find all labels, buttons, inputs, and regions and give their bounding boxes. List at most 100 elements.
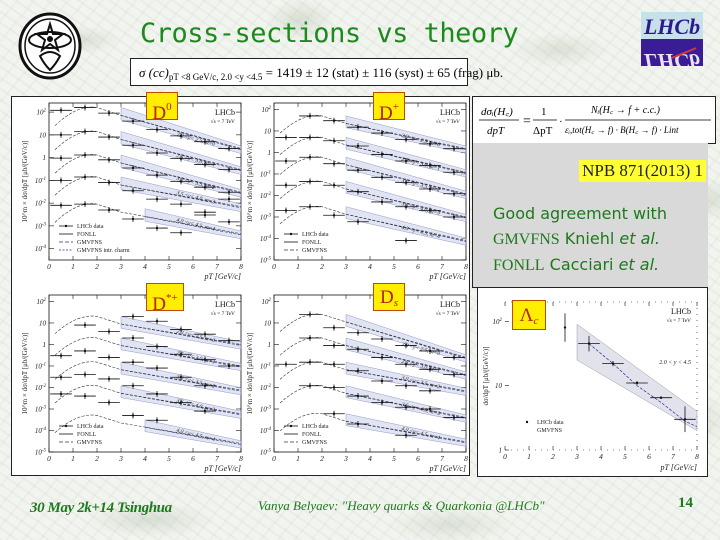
- svg-text:0: 0: [503, 452, 507, 461]
- lhcb-logo: LHCb LHCb: [641, 12, 703, 66]
- svg-text:6: 6: [191, 454, 195, 463]
- svg-text:10-2: 10-2: [35, 200, 47, 208]
- svg-text:1: 1: [71, 262, 75, 271]
- svg-text:10: 10: [39, 131, 47, 139]
- meson-plots-frame: 0 1 2 3 4 5 6 7 8 pT [GeV/c] 10-4 10-3 10-2 10-1 1 10 10…: [11, 92, 470, 476]
- svg-text:6: 6: [416, 454, 420, 463]
- svg-text:1: 1: [296, 454, 300, 463]
- equation-render: dσᵢ(H꜀) dpT = 1 ΔpT · Nᵢ(H꜀ → f + c.c.) …: [479, 105, 711, 137]
- svg-text:Nᵢ(H꜀ → f + c.c.): Nᵢ(H꜀ → f + c.c.): [590, 105, 661, 116]
- svg-text:6: 6: [191, 262, 195, 271]
- svg-text:0: 0: [47, 454, 51, 463]
- svg-text:10^m × dσ/dpT [μb/(GeV/c)]: 10^m × dσ/dpT [μb/(GeV/c)]: [246, 332, 254, 414]
- svg-text:1: 1: [43, 154, 47, 162]
- svg-text:LHCb: LHCb: [440, 300, 460, 309]
- svg-text:102: 102: [37, 109, 47, 117]
- svg-text:LHCb data: LHCb data: [537, 420, 564, 426]
- ds-label: Ds: [373, 283, 405, 311]
- svg-text:8: 8: [239, 454, 243, 463]
- svg-text:√s = 7 TeV: √s = 7 TeV: [436, 310, 460, 317]
- svg-text:2: 2: [95, 262, 99, 271]
- svg-text:10-4: 10-4: [35, 427, 47, 435]
- svg-text:10-2: 10-2: [260, 384, 272, 392]
- svg-text:1: 1: [43, 341, 47, 349]
- svg-text:10: 10: [264, 127, 272, 135]
- svg-text:8: 8: [239, 262, 243, 271]
- d0-label: D0: [146, 92, 178, 124]
- svg-text:1: 1: [268, 149, 272, 157]
- svg-text:4: 4: [143, 262, 147, 271]
- svg-text:10-3: 10-3: [260, 405, 272, 413]
- svg-text:7: 7: [215, 262, 219, 271]
- svg-text:10-1: 10-1: [35, 177, 46, 185]
- svg-text:4: 4: [368, 262, 372, 271]
- conclusion-line-1: Good agreement with: [493, 204, 667, 223]
- svg-text:4: 4: [143, 454, 147, 463]
- svg-text:10-5: 10-5: [35, 449, 47, 457]
- svg-text:LHCb: LHCb: [440, 108, 460, 117]
- svg-text:3: 3: [343, 262, 348, 271]
- svg-text:7: 7: [440, 262, 444, 271]
- svg-text:FONLL: FONLL: [302, 240, 322, 246]
- svg-text:8: 8: [464, 454, 468, 463]
- svg-text:1: 1: [268, 341, 272, 349]
- svg-text:√s = 7 TeV: √s = 7 TeV: [436, 118, 460, 125]
- svg-text:pT [GeV/c]: pT [GeV/c]: [659, 463, 697, 472]
- svg-text:10-3: 10-3: [35, 405, 47, 413]
- journal-reference: NPB 871(2013) 1: [579, 160, 706, 182]
- svg-text:√s = 7 TeV: √s = 7 TeV: [211, 310, 235, 317]
- svg-text:FONLL: FONLL: [77, 232, 97, 238]
- lhcb-logo-text: LHCb: [641, 12, 703, 39]
- svg-text:10-1: 10-1: [260, 170, 271, 178]
- svg-text:3.5 <y< 4.0, m=3: 3.5 <y< 4.0, m=3: [400, 401, 441, 418]
- svg-text:10^m × dσ/dpT [μb/(GeV/c)]: 10^m × dσ/dpT [μb/(GeV/c)]: [246, 140, 254, 222]
- svg-text:7: 7: [440, 454, 444, 463]
- svg-text:LHCb: LHCb: [671, 307, 691, 316]
- svg-text:LHCb data: LHCb data: [302, 232, 329, 238]
- conclusion-line-2: GMVFNS Kniehl et al.: [493, 229, 660, 248]
- svg-text:102: 102: [262, 298, 272, 306]
- svg-text:GMVFNS: GMVFNS: [302, 248, 327, 254]
- svg-text:102: 102: [493, 318, 503, 326]
- svg-text:10-4: 10-4: [260, 427, 272, 435]
- lambda-c-label: Λc: [512, 300, 546, 330]
- footer-date: 30 May 2k+14 Tsinghua: [30, 500, 172, 516]
- svg-text:1: 1: [71, 454, 75, 463]
- svg-text:5: 5: [167, 454, 171, 463]
- svg-text:2: 2: [551, 452, 555, 461]
- formula-rhs: = 1419 ± 12 (stat) ± 116 (syst) ± 65 (fr…: [265, 65, 504, 80]
- summary-panel: NPB 871(2013) 1 Good agreement with GMVF…: [472, 143, 708, 288]
- lhcb-logo-reflection: LHCb: [641, 39, 703, 66]
- svg-text:GMVFNS intr. charm: GMVFNS intr. charm: [77, 248, 130, 254]
- svg-text:10-1: 10-1: [260, 362, 271, 370]
- svg-text:10-2: 10-2: [35, 384, 47, 392]
- svg-text:3: 3: [574, 452, 579, 461]
- svg-text:7: 7: [215, 454, 219, 463]
- formula-subscript: pT <8 GeV/c, 2.0 <y <4.5: [168, 72, 263, 82]
- conclusion-text: Good agreement with GMVFNS Kniehl et al.…: [493, 201, 667, 278]
- svg-text:1: 1: [296, 262, 300, 271]
- formula-lhs: σ (cc): [139, 65, 169, 80]
- svg-text:4.0 <y< 4.5, m=4: 4.0 <y< 4.5, m=4: [401, 425, 441, 441]
- svg-text:10-3: 10-3: [260, 213, 272, 221]
- footer-author: Vanya Belyaev: "Heavy quarks & Quarkonia…: [258, 498, 545, 513]
- svg-text:4.0 <y< 4.5, m=4: 4.0 <y< 4.5, m=4: [176, 427, 216, 443]
- dstar-label: D*+: [146, 283, 184, 315]
- svg-text:10^m × dσ/dpT [μb/(GeV/c)]: 10^m × dσ/dpT [μb/(GeV/c)]: [21, 140, 29, 222]
- dplus-label: D+: [373, 92, 405, 124]
- svg-text:FONLL: FONLL: [77, 432, 97, 438]
- svg-text:GMVFNS: GMVFNS: [77, 240, 102, 246]
- svg-text:1: 1: [499, 447, 503, 455]
- svg-text:5: 5: [167, 262, 171, 271]
- conclusion-line-3: FONLL Cacciari et al.: [493, 255, 660, 274]
- svg-text:4: 4: [368, 454, 372, 463]
- svg-text:10-2: 10-2: [260, 192, 272, 200]
- svg-text:2: 2: [320, 454, 324, 463]
- svg-text:LHCb data: LHCb data: [77, 224, 104, 230]
- svg-text:10-1: 10-1: [35, 362, 46, 370]
- lambda-c-plot-frame: 0 1 2 3 4 5 6 7 8 pT [GeV/c] 1 10 102 dσ/dpT [μb/(GeV…: [477, 287, 708, 477]
- svg-text:pT [GeV/c]: pT [GeV/c]: [203, 272, 241, 281]
- svg-text:FONLL: FONLL: [302, 432, 322, 438]
